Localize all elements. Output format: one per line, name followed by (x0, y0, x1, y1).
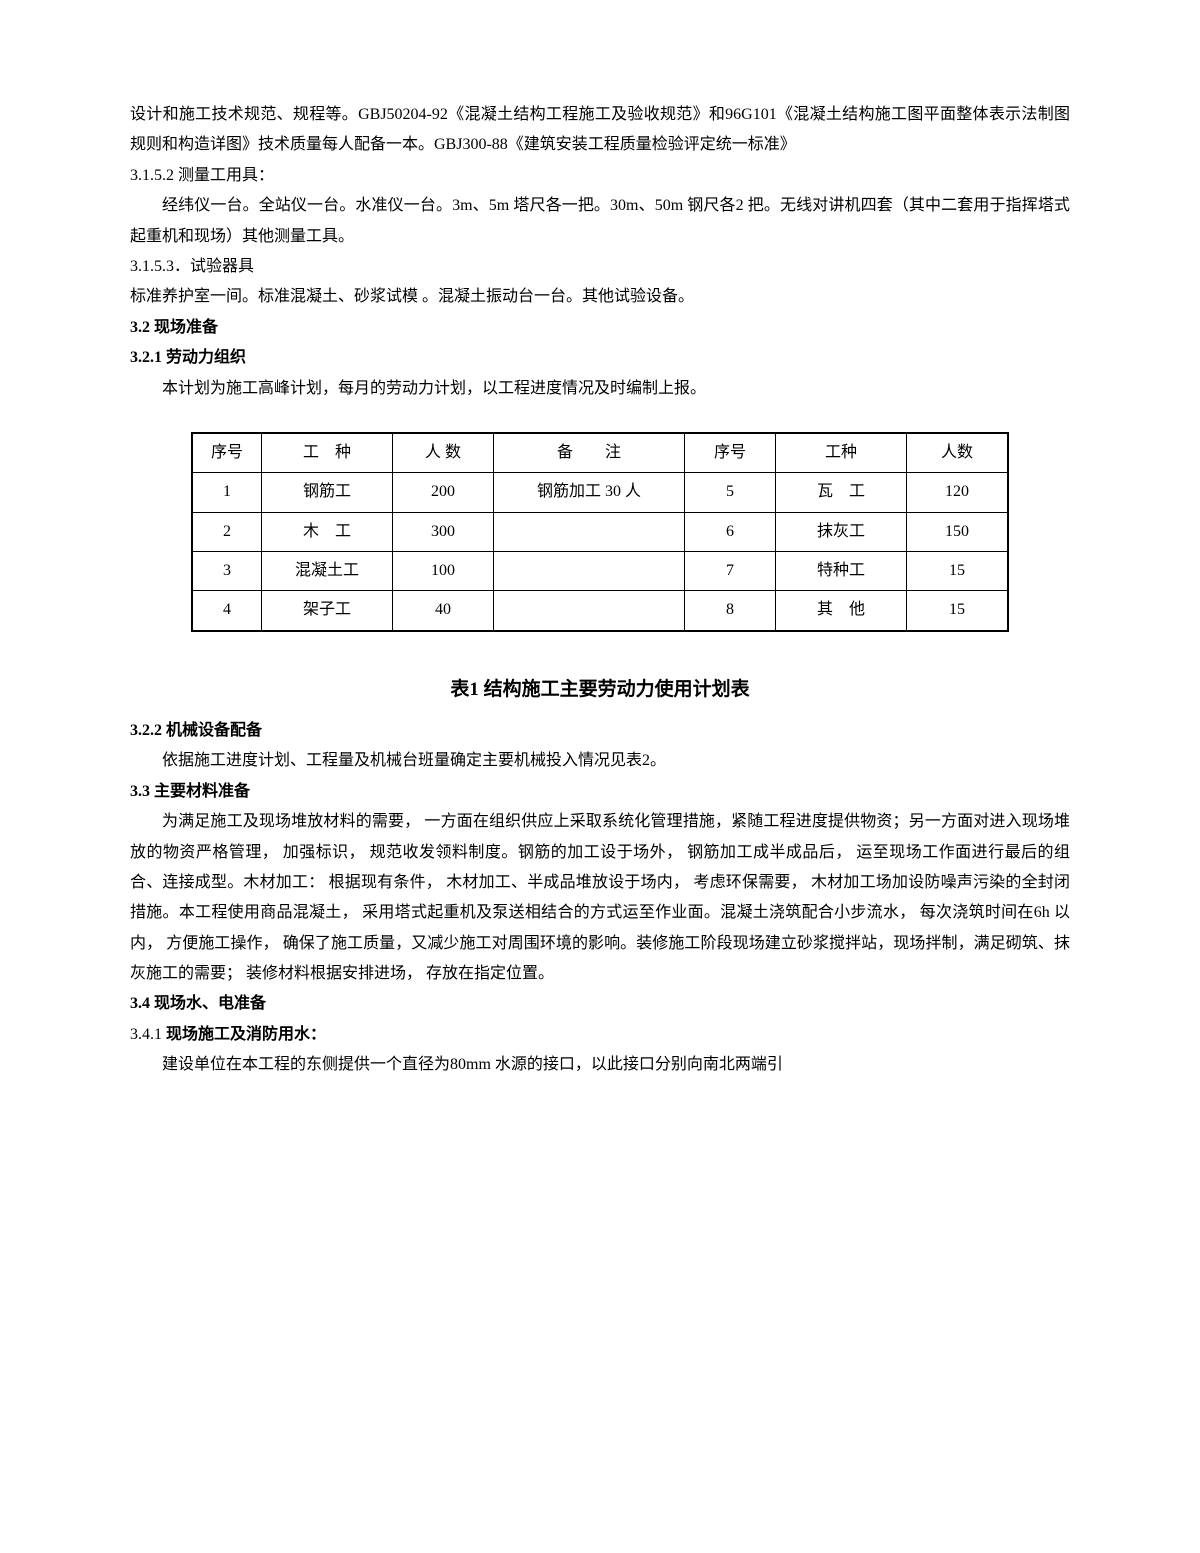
td: 100 (393, 552, 494, 591)
heading-3-1-5-2: 3.1.5.2 测量工用具： (130, 161, 1070, 191)
td: 2 (192, 512, 262, 551)
td: 钢筋工 (262, 473, 393, 512)
heading-3-1-5-3: 3.1.5.3．试验器具 (130, 252, 1070, 282)
paragraph-3-2-1: 本计划为施工高峰计划，每月的劳动力计划，以工程进度情况及时编制上报。 (130, 374, 1070, 404)
td: 混凝土工 (262, 552, 393, 591)
table-caption: 表1 结构施工主要劳动力使用计划表 (130, 672, 1070, 708)
th-type: 工 种 (262, 433, 393, 473)
td: 其 他 (776, 591, 907, 631)
td (494, 552, 685, 591)
th-note: 备 注 (494, 433, 685, 473)
table-row: 4 架子工 40 8 其 他 15 (192, 591, 1008, 631)
td: 木 工 (262, 512, 393, 551)
paragraph-3-2-2: 依据施工进度计划、工程量及机械台班量确定主要机械投入情况见表2。 (130, 746, 1070, 776)
td: 15 (907, 591, 1009, 631)
paragraph-3-3: 为满足施工及现场堆放材料的需要， 一方面在组织供应上采取系统化管理措施，紧随工程… (130, 807, 1070, 989)
table-header-row: 序号 工 种 人 数 备 注 序号 工种 人数 (192, 433, 1008, 473)
th-seq2: 序号 (685, 433, 776, 473)
td: 7 (685, 552, 776, 591)
paragraph-3-1-5-2: 经纬仪一台。全站仪一台。水准仪一台。3m、5m 塔尺各一把。30m、50m 钢尺… (130, 191, 1070, 252)
td: 5 (685, 473, 776, 512)
paragraph-3-1-5-3: 标准养护室一间。标准混凝土、砂浆试模 。混凝土振动台一台。其他试验设备。 (130, 282, 1070, 312)
heading-3-4: 3.4 现场水、电准备 (130, 989, 1070, 1019)
heading-3-2-2: 3.2.2 机械设备配备 (130, 716, 1070, 746)
labor-table: 序号 工 种 人 数 备 注 序号 工种 人数 1 钢筋工 200 钢筋加工 3… (191, 432, 1009, 632)
th-type2: 工种 (776, 433, 907, 473)
td: 6 (685, 512, 776, 551)
td: 15 (907, 552, 1009, 591)
heading-3-2-1: 3.2.1 劳动力组织 (130, 343, 1070, 373)
td: 200 (393, 473, 494, 512)
heading-3-4-1: 3.4.1 现场施工及消防用水： (130, 1020, 1070, 1050)
td: 瓦 工 (776, 473, 907, 512)
td: 8 (685, 591, 776, 631)
td: 4 (192, 591, 262, 631)
table-row: 1 钢筋工 200 钢筋加工 30 人 5 瓦 工 120 (192, 473, 1008, 512)
paragraph-3-4-1: 建设单位在本工程的东侧提供一个直径为80mm 水源的接口，以此接口分别向南北两端… (130, 1050, 1070, 1080)
td (494, 591, 685, 631)
th-num: 人 数 (393, 433, 494, 473)
paragraph-intro: 设计和施工技术规范、规程等。GBJ50204-92《混凝土结构工程施工及验收规范… (130, 100, 1070, 161)
th-num2: 人数 (907, 433, 1009, 473)
table-row: 2 木 工 300 6 抹灰工 150 (192, 512, 1008, 551)
td: 300 (393, 512, 494, 551)
td: 抹灰工 (776, 512, 907, 551)
td: 120 (907, 473, 1009, 512)
td (494, 512, 685, 551)
heading-3-2: 3.2 现场准备 (130, 313, 1070, 343)
td: 40 (393, 591, 494, 631)
heading-3-3: 3.3 主要材料准备 (130, 777, 1070, 807)
th-seq: 序号 (192, 433, 262, 473)
td: 架子工 (262, 591, 393, 631)
td: 特种工 (776, 552, 907, 591)
td: 150 (907, 512, 1009, 551)
td: 钢筋加工 30 人 (494, 473, 685, 512)
td: 3 (192, 552, 262, 591)
td: 1 (192, 473, 262, 512)
table-row: 3 混凝土工 100 7 特种工 15 (192, 552, 1008, 591)
